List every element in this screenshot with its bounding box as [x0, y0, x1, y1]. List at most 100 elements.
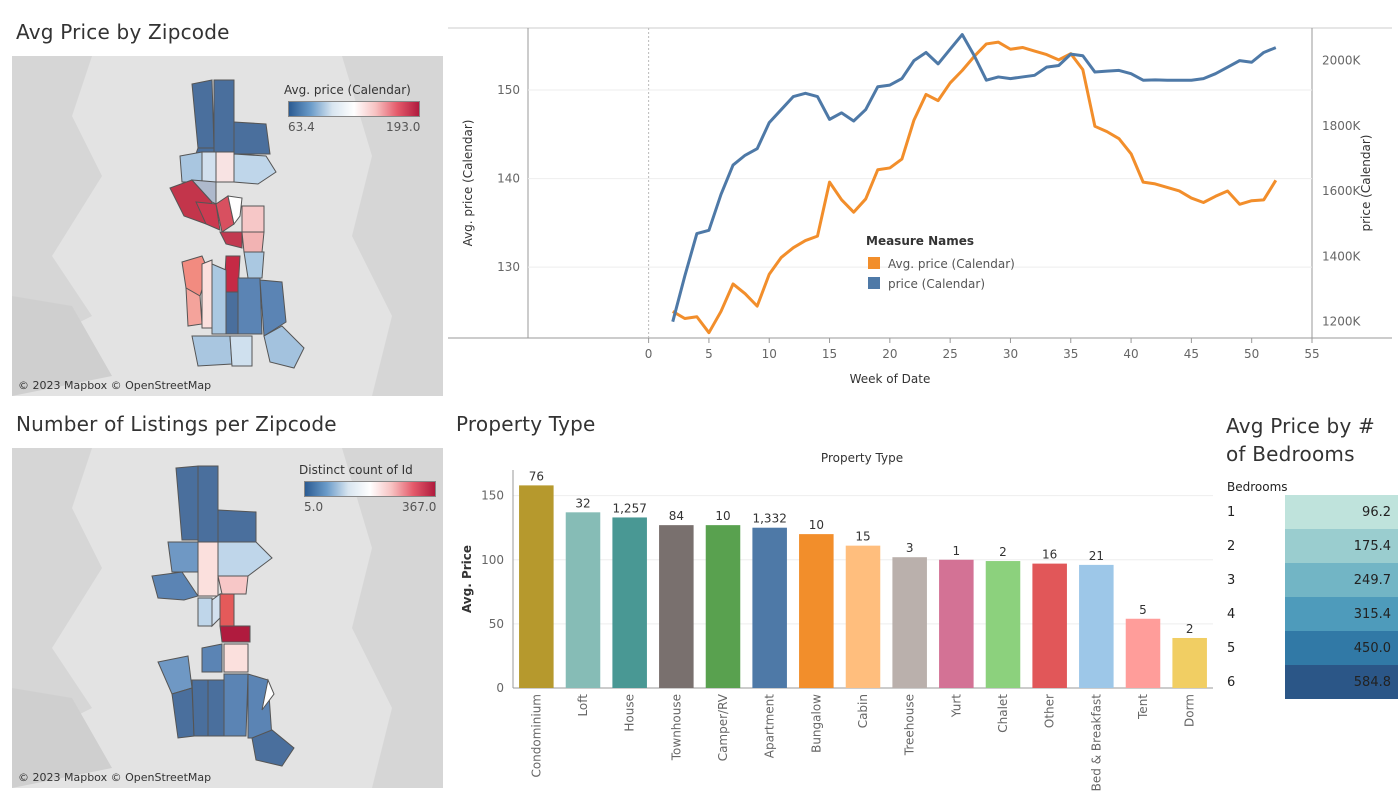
x-tick-label: 25	[943, 347, 958, 361]
zip-region[interactable]	[151, 571, 199, 601]
zip-region[interactable]	[191, 79, 215, 149]
bedroom-heat-value: 584.8	[1353, 675, 1391, 690]
weekly-line-chart[interactable]: 130 140 150 1200K 1400K 1600K 1800K 2000K 0 5 10 15…	[448, 20, 1392, 395]
zip-region[interactable]	[217, 541, 273, 577]
count-map-attribution[interactable]: © 2023 Mapbox © OpenStreetMap	[18, 771, 212, 784]
bar-yurt[interactable]	[939, 559, 974, 688]
bedrooms-heatmap[interactable]: Bedrooms 1 96.2 2 175.4 3 249.7 4 315.4 5 450.0 6 5…	[1222, 478, 1398, 700]
bedroom-heat-value: 450.0	[1353, 641, 1391, 656]
bar-other[interactable]	[1032, 563, 1067, 688]
zip-region[interactable]	[223, 673, 249, 737]
zip-region[interactable]	[263, 325, 305, 369]
price-map[interactable]: Avg. price (Calendar) 63.4 193.0 © 2023 …	[12, 56, 443, 396]
bedroom-heat-cell[interactable]	[1285, 665, 1398, 699]
bedroom-heat-cell[interactable]	[1285, 529, 1398, 563]
bar-data-label: 15	[855, 530, 870, 544]
property-bar-chart[interactable]: Property Type 0 50 100 150 Avg. Price 76 Condom…	[448, 440, 1218, 795]
zip-region[interactable]	[251, 729, 295, 767]
x-tick-label: 0	[645, 347, 653, 361]
zip-region[interactable]	[201, 643, 223, 673]
zip-region[interactable]	[197, 541, 219, 597]
zip-region[interactable]	[215, 151, 235, 183]
x-tick-label: 45	[1184, 347, 1199, 361]
bar-tent[interactable]	[1125, 618, 1161, 688]
price-map-legend-title: Avg. price (Calendar)	[284, 83, 411, 97]
bedroom-heat-cell[interactable]	[1285, 597, 1398, 631]
zip-region[interactable]	[197, 597, 213, 627]
bedrooms-title: Avg Price by # of Bedrooms	[1226, 414, 1375, 466]
bedroom-row-label: 5	[1227, 641, 1236, 656]
zip-region[interactable]	[197, 465, 219, 543]
zip-region[interactable]	[219, 625, 251, 643]
price-map-attribution[interactable]: © 2023 Mapbox © OpenStreetMap	[18, 379, 212, 392]
bar-loft[interactable]	[565, 512, 601, 688]
x-tick-label: 20	[882, 347, 897, 361]
x-tick-label: 5	[705, 347, 713, 361]
zip-region[interactable]	[241, 231, 265, 253]
zip-region[interactable]	[171, 687, 195, 739]
zip-region[interactable]	[191, 679, 209, 737]
zip-region[interactable]	[233, 121, 271, 155]
bar-townhouse[interactable]	[659, 525, 694, 688]
bar-apartment[interactable]	[752, 527, 787, 688]
x-tick-label: Yurt	[949, 694, 963, 718]
zip-region[interactable]	[167, 541, 199, 573]
zip-region[interactable]	[225, 291, 239, 335]
bedrooms-header: Bedrooms	[1227, 480, 1288, 494]
bedroom-heat-cell[interactable]	[1285, 495, 1398, 529]
bar-camper-rv[interactable]	[705, 525, 741, 688]
zip-region[interactable]	[259, 279, 287, 337]
bedroom-heat-cell[interactable]	[1285, 563, 1398, 597]
bar-condominium[interactable]	[519, 485, 554, 688]
zip-region[interactable]	[217, 575, 249, 595]
bar-data-label: 10	[715, 509, 730, 523]
x-tick-label: Loft	[576, 694, 590, 717]
bar-house[interactable]	[612, 517, 647, 688]
x-tick-label: Townhouse	[669, 694, 683, 761]
zip-region[interactable]	[201, 259, 213, 329]
zip-region[interactable]	[211, 263, 227, 335]
zip-region[interactable]	[261, 678, 275, 711]
zip-region[interactable]	[237, 277, 263, 335]
zip-region[interactable]	[211, 593, 221, 628]
bar-dorm[interactable]	[1172, 637, 1207, 688]
bedroom-row-label: 3	[1227, 573, 1236, 588]
price-map-shapes	[12, 56, 443, 396]
zip-region[interactable]	[179, 151, 205, 183]
count-map[interactable]: Distinct count of Id 5.0 367.0 © 2023 Ma…	[12, 448, 443, 788]
zip-region[interactable]	[195, 201, 221, 231]
zip-region[interactable]	[201, 151, 217, 183]
zip-region[interactable]	[227, 195, 243, 226]
bar-treehouse[interactable]	[892, 557, 927, 688]
price-map-legend-bar	[288, 101, 420, 117]
zip-region[interactable]	[207, 679, 225, 737]
bar-data-label: 16	[1042, 548, 1057, 562]
zip-region[interactable]	[243, 251, 265, 279]
zip-region[interactable]	[191, 335, 233, 367]
bar-cabin[interactable]	[845, 545, 881, 688]
y-axis-title-right: price (Calendar)	[1359, 134, 1373, 231]
x-tick-label: Bungalow	[809, 694, 823, 753]
zip-region[interactable]	[223, 643, 249, 673]
bar-bungalow[interactable]	[799, 534, 834, 688]
zip-region[interactable]	[233, 153, 277, 185]
bar-data-label: 5	[1139, 603, 1147, 617]
zip-region[interactable]	[229, 335, 253, 367]
bar-data-label: 84	[669, 509, 684, 523]
legend-label: Avg. price (Calendar)	[888, 257, 1015, 271]
zip-region[interactable]	[175, 465, 199, 541]
zip-region[interactable]	[219, 593, 235, 627]
bar-bed-breakfast[interactable]	[1079, 564, 1114, 688]
y-axis-title-left: Avg. price (Calendar)	[461, 120, 475, 247]
x-tick-label: Treehouse	[903, 694, 917, 756]
bar-data-label: 10	[809, 518, 824, 532]
zip-region[interactable]	[213, 79, 235, 153]
x-tick-label: Cabin	[856, 694, 870, 728]
bedroom-heat-cell[interactable]	[1285, 631, 1398, 665]
zip-region[interactable]	[241, 205, 265, 233]
x-tick-label: Tent	[1136, 694, 1150, 720]
zip-region[interactable]	[217, 509, 257, 543]
zip-region[interactable]	[157, 655, 193, 695]
bar-chalet[interactable]	[985, 561, 1021, 688]
zip-region[interactable]	[219, 231, 243, 249]
